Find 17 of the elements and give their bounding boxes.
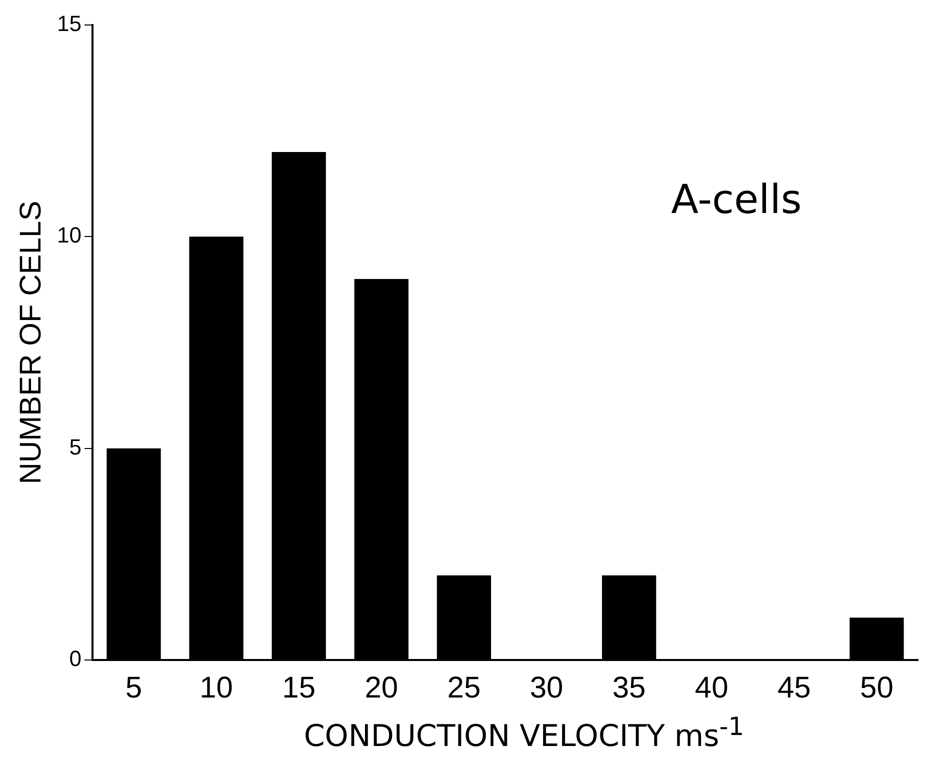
annotation: A-cells <box>671 177 802 224</box>
x-tick-label: 5 <box>125 671 142 704</box>
y-tick-label: 10 <box>56 222 82 248</box>
x-tick-label: 40 <box>694 671 728 704</box>
x-tick-label: 15 <box>282 671 316 704</box>
x-tick-label: 10 <box>200 671 233 704</box>
x-tick-label: 20 <box>364 671 398 704</box>
x-tick-label: 30 <box>530 671 564 704</box>
x-tick-label: 35 <box>612 671 646 704</box>
y-tick-label: 0 <box>69 646 82 672</box>
y-tick-label: 15 <box>56 11 82 36</box>
x-tick-label: 25 <box>447 671 481 704</box>
x-tick-label: 50 <box>860 671 894 704</box>
x-axis-title: CONDUCTION VELOCITY ms$^{-1}$ <box>302 712 746 754</box>
y-axis-title: NUMBER OF CELLS <box>14 200 48 484</box>
y-tick-label: 5 <box>69 434 82 460</box>
x-tick-label: 45 <box>777 671 811 704</box>
